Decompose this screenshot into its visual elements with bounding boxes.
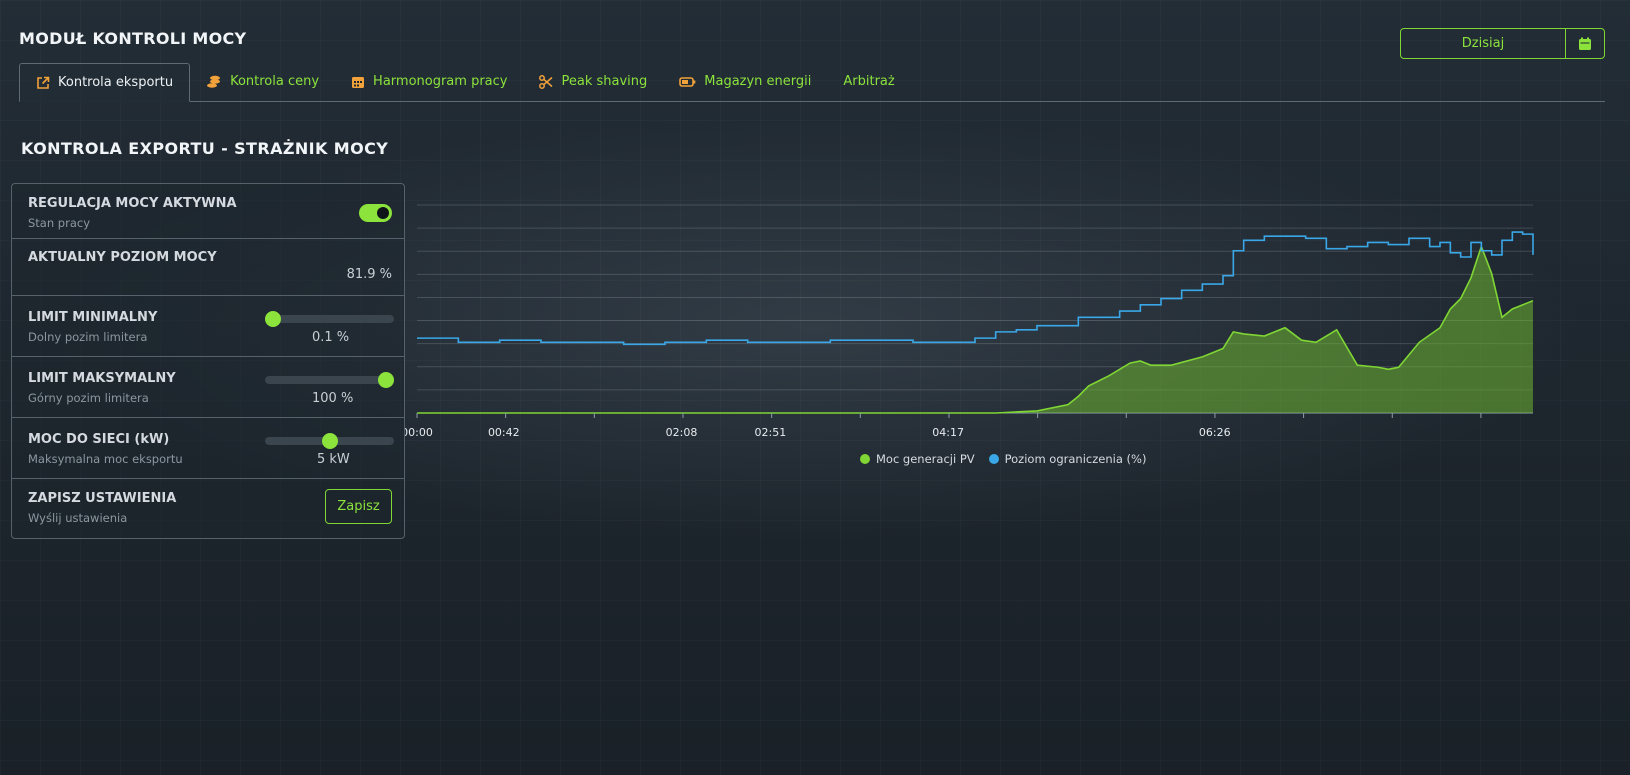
grid-power-row: MOC DO SIECI (kW) Maksymalna moc eksport… <box>12 418 404 479</box>
tab-work-schedule[interactable]: Harmonogram pracy <box>335 62 523 101</box>
limit-max-row: LIMIT MAKSYMALNY Górny pozim limitera 10… <box>12 357 404 418</box>
tab-label: Kontrola eksportu <box>58 75 174 90</box>
limit-min-row: LIMIT MINIMALNY Dolny pozim limitera 0.1… <box>12 296 404 357</box>
x-tick-label: 00:42 <box>488 426 520 439</box>
grid-power-sub: Maksymalna moc eksportu <box>28 452 183 466</box>
slider-knob[interactable] <box>265 311 282 327</box>
save-sub: Wyślij ustawienia <box>28 511 128 525</box>
legend-item-limit[interactable]: Poziom ograniczenia (%) <box>988 452 1147 466</box>
tab-label: Arbitraż <box>843 74 895 89</box>
grid-power-value: 5 kW <box>317 452 350 467</box>
tab-energy-storage[interactable]: Magazyn energii <box>663 62 827 101</box>
limit-max-sub: Górny pozim limitera <box>28 391 149 405</box>
legend-dot <box>988 454 999 464</box>
external-link-icon <box>37 76 50 89</box>
chart-legend: Moc generacji PV Poziom ograniczenia (%) <box>860 452 1146 466</box>
limit-max-label: LIMIT MAKSYMALNY <box>28 371 176 386</box>
save-row: ZAPISZ USTAWIENIA Wyślij ustawienia Zapi… <box>12 479 404 537</box>
slider-knob[interactable] <box>378 372 394 388</box>
tab-label: Magazyn energii <box>704 74 812 89</box>
calendar-icon <box>1579 37 1591 50</box>
calendar-grid-icon <box>352 76 365 88</box>
legend-label: Poziom ograniczenia (%) <box>1004 452 1147 466</box>
legend-item-pv[interactable]: Moc generacji PV <box>860 452 975 466</box>
limit-min-value: 0.1 % <box>312 330 350 345</box>
pv-generation-line <box>417 244 1534 414</box>
regulation-row: REGULACJA MOCY AKTYWNA Stan pracy <box>12 184 404 239</box>
date-picker-group: Dzisiaj <box>1400 28 1605 59</box>
grid-power-label: MOC DO SIECI (kW) <box>28 432 170 447</box>
x-tick-label: 02:08 <box>666 426 698 439</box>
tab-label: Kontrola ceny <box>230 74 320 89</box>
x-tick-label: 06:26 <box>1199 426 1231 439</box>
limit-min-sub: Dolny pozim limitera <box>28 330 148 344</box>
limit-max-slider[interactable] <box>265 372 394 388</box>
pv-generation-area <box>417 246 1533 413</box>
limit-min-label: LIMIT MINIMALNY <box>28 310 158 325</box>
tab-arbitrage[interactable]: Arbitraż <box>827 62 910 101</box>
x-tick-label: 02:51 <box>755 426 787 439</box>
legend-label: Moc generacji PV <box>876 452 975 466</box>
current-power-row: AKTUALNY POZIOM MOCY 81.9 % <box>12 239 404 296</box>
tab-export-control[interactable]: Kontrola eksportu <box>19 63 191 102</box>
grid-power-slider[interactable] <box>265 433 394 449</box>
save-button[interactable]: Zapisz <box>325 489 392 524</box>
slider-knob[interactable] <box>321 433 338 449</box>
battery-icon <box>679 76 696 87</box>
today-button[interactable]: Dzisiaj <box>1401 29 1566 58</box>
tab-price-control[interactable]: Kontrola ceny <box>190 62 335 101</box>
tab-label: Harmonogram pracy <box>373 74 508 89</box>
x-tick-label: 04:17 <box>932 426 964 439</box>
module-title: MODUŁ KONTROLI MOCY <box>19 29 247 48</box>
settings-panel: REGULACJA MOCY AKTYWNA Stan pracy AKTUAL… <box>11 183 405 539</box>
tab-bar: Kontrola eksportu Kontrola ceny Harmonog… <box>19 63 1605 102</box>
current-power-label: AKTUALNY POZIOM MOCY <box>28 250 217 265</box>
tab-peak-shaving[interactable]: Peak shaving <box>523 62 663 101</box>
tab-label: Peak shaving <box>561 74 648 89</box>
regulation-toggle[interactable] <box>359 204 392 222</box>
current-power-value: 81.9 % <box>346 267 392 282</box>
regulation-sub: Stan pracy <box>28 216 91 230</box>
coins-icon <box>207 75 221 88</box>
limit-level-line <box>417 231 1534 346</box>
x-tick-label: 00:00 <box>405 426 433 439</box>
scissors-icon <box>539 74 553 89</box>
limit-min-slider[interactable] <box>265 311 394 327</box>
power-chart: 00:00 00:42 02:08 02:51 04:17 06:26 <box>405 204 1534 439</box>
legend-dot <box>860 454 870 464</box>
regulation-label: REGULACJA MOCY AKTYWNA <box>28 196 237 211</box>
save-label: ZAPISZ USTAWIENIA <box>28 491 177 506</box>
toggle-knob <box>377 207 389 219</box>
section-title: KONTROLA EXPORTU - STRAŻNIK MOCY <box>21 139 389 158</box>
limit-max-value: 100 % <box>312 391 354 406</box>
calendar-button[interactable] <box>1566 29 1604 58</box>
x-axis: 00:00 00:42 02:08 02:51 04:17 06:26 <box>405 413 1482 439</box>
